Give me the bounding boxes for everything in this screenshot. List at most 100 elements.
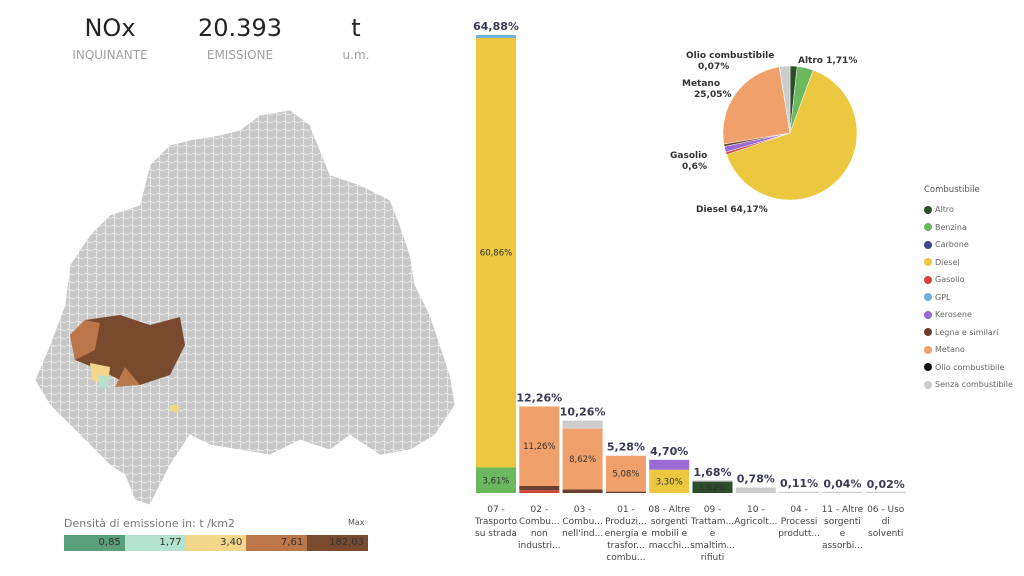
bar-group[interactable]: 8,62% 10,26% 03 - Combu... nell'ind... bbox=[560, 406, 606, 539]
category-label: 10 - bbox=[747, 505, 765, 515]
legend-dot-icon bbox=[924, 205, 932, 214]
bar-segment[interactable] bbox=[519, 485, 560, 491]
category-label: 02 - bbox=[531, 505, 549, 515]
pie-label: Olio combustibile 0,07% bbox=[686, 51, 774, 72]
bar-group[interactable]: 3,30% 4,70% 08 - Altre sorgenti mobili e macc… bbox=[648, 445, 690, 551]
pie-slice[interactable] bbox=[779, 65, 791, 134]
bar-segment[interactable] bbox=[692, 480, 733, 482]
category-label: Processi bbox=[781, 517, 818, 527]
legend-item[interactable]: Diesel bbox=[924, 254, 1013, 272]
fuel-legend: Combustibile Altro Benzina Carbone Diesel Ga… bbox=[924, 185, 1013, 394]
bar-segment[interactable] bbox=[562, 428, 603, 490]
legend-label: Metano bbox=[935, 345, 965, 355]
bar-segment[interactable] bbox=[519, 490, 560, 493]
category-label: industri... bbox=[518, 541, 561, 551]
legend-class: 0,85 bbox=[64, 535, 125, 551]
legend-class: 3,40 bbox=[185, 535, 247, 551]
pie-slice[interactable] bbox=[726, 69, 858, 201]
bar-group[interactable]: 1,62% 1,68% 09 - Trattam... e smaltim... rifiu… bbox=[690, 466, 735, 563]
map-legend-max: Max bbox=[348, 518, 365, 527]
category-label: rifiuti bbox=[701, 553, 725, 563]
pie-slice[interactable] bbox=[722, 66, 791, 145]
kpi-label: INQUINANTE bbox=[72, 48, 148, 62]
legend-item[interactable]: Altro bbox=[924, 201, 1013, 219]
bar-segment[interactable] bbox=[605, 455, 646, 492]
legend-item[interactable]: Legna e similari bbox=[924, 324, 1013, 342]
category-label: non bbox=[531, 529, 548, 539]
legend-label: Carbone bbox=[935, 240, 969, 250]
category-label: energia e bbox=[605, 529, 648, 539]
segment-label: 3,30% bbox=[656, 477, 683, 487]
bar-group[interactable]: 0,02% 06 - Uso di solventi bbox=[865, 478, 906, 539]
bar-segment[interactable] bbox=[735, 487, 776, 493]
bar-segment[interactable] bbox=[779, 491, 820, 493]
bar-group[interactable]: 0,78% 10 - Agricolt... bbox=[734, 472, 777, 527]
category-label: 07 - bbox=[487, 505, 505, 515]
bar-segment[interactable] bbox=[822, 491, 863, 493]
legend-class: 182,03 bbox=[307, 535, 368, 551]
emission-density-map[interactable] bbox=[30, 105, 460, 515]
bar-segment[interactable] bbox=[649, 459, 690, 470]
category-label: Agricolt... bbox=[734, 517, 777, 527]
bar-total-label: 64,88% bbox=[473, 20, 519, 33]
segment-label: 5,08% bbox=[612, 470, 639, 480]
legend-item[interactable]: Carbone bbox=[924, 236, 1013, 254]
bar-segment[interactable] bbox=[605, 491, 646, 493]
pie-label: Gasolio 0,6% bbox=[670, 151, 707, 172]
map-legend-scale: 0,85 1,77 3,40 7,61 182,03 bbox=[64, 535, 368, 551]
category-label: Produzi... bbox=[605, 517, 647, 527]
bar-group[interactable]: 5,08% 5,28% 01 - Produzi... energia e trasfor… bbox=[605, 441, 648, 563]
category-label: 01 - bbox=[617, 505, 635, 515]
bar-segment[interactable] bbox=[476, 467, 516, 493]
legend-item[interactable]: Olio combustibile bbox=[924, 359, 1013, 377]
category-label: 03 - bbox=[574, 505, 592, 515]
category-label: sorgenti bbox=[824, 517, 861, 527]
legend-item[interactable]: GPL bbox=[924, 289, 1013, 307]
bar-segment[interactable] bbox=[476, 35, 516, 38]
legend-dot-icon bbox=[924, 240, 932, 249]
bar-group[interactable]: 0,11% 04 - Processi produtt... bbox=[778, 477, 820, 539]
bar-segment[interactable] bbox=[649, 469, 690, 493]
category-label: 06 - Uso bbox=[867, 505, 905, 515]
kpi-label: u.m. bbox=[342, 48, 370, 62]
category-label: smaltim... bbox=[690, 541, 735, 551]
bar-group[interactable]: 0,04% 11 - Altre sorgenti e assorbi... bbox=[822, 478, 864, 551]
bar-total-label: 0,78% bbox=[737, 472, 775, 485]
category-label: trasfor... bbox=[607, 541, 645, 551]
bar-total-label: 0,02% bbox=[867, 478, 905, 491]
legend-item[interactable]: Gasolio bbox=[924, 271, 1013, 289]
fuel-pie-chart: Altro 1,71% Diesel 64,17% Gasolio 0,6% Metan… bbox=[670, 51, 858, 215]
bar-total-label: 12,26% bbox=[516, 391, 562, 404]
bar-segment[interactable] bbox=[562, 489, 603, 493]
legend-dot-icon bbox=[924, 328, 932, 337]
category-label: 11 - Altre bbox=[822, 505, 864, 515]
kpi-pollutant: NOx INQUINANTE bbox=[40, 14, 180, 62]
bar-total-label: 0,04% bbox=[823, 478, 861, 491]
region-low[interactable] bbox=[90, 363, 180, 413]
legend-label: Olio combustibile bbox=[935, 362, 1005, 372]
legend-item[interactable]: Kerosene bbox=[924, 306, 1013, 324]
bar-segment[interactable] bbox=[865, 491, 906, 493]
category-label: e bbox=[710, 529, 716, 539]
category-label: 04 - bbox=[790, 505, 808, 515]
bar-group[interactable]: 11,26% 12,26% 02 - Combu... non industri... bbox=[516, 391, 562, 551]
bar-group[interactable]: 3,61% 60,86% 64,88% 07 - Trasporto su strada bbox=[473, 20, 519, 539]
bar-segment[interactable] bbox=[519, 406, 560, 486]
category-label: macchi... bbox=[649, 541, 690, 551]
region-verylow[interactable] bbox=[98, 375, 110, 389]
legend-dot-icon bbox=[924, 310, 932, 319]
legend-dot-icon bbox=[924, 345, 932, 354]
fuel-legend-title: Combustibile bbox=[924, 185, 980, 195]
bar-segment[interactable] bbox=[476, 37, 516, 468]
bar-segment[interactable] bbox=[692, 481, 733, 493]
category-label: e bbox=[840, 529, 846, 539]
region-medium[interactable] bbox=[70, 320, 140, 387]
category-label: Trasporto bbox=[474, 517, 518, 527]
legend-dot-icon bbox=[924, 258, 932, 267]
legend-item[interactable]: Benzina bbox=[924, 219, 1013, 237]
legend-label: Legna e similari bbox=[935, 327, 999, 337]
legend-item[interactable]: Metano bbox=[924, 341, 1013, 359]
category-label: Trattam... bbox=[690, 517, 734, 527]
legend-item[interactable]: Senza combustibile bbox=[924, 376, 1013, 394]
bar-segment[interactable] bbox=[562, 420, 603, 429]
